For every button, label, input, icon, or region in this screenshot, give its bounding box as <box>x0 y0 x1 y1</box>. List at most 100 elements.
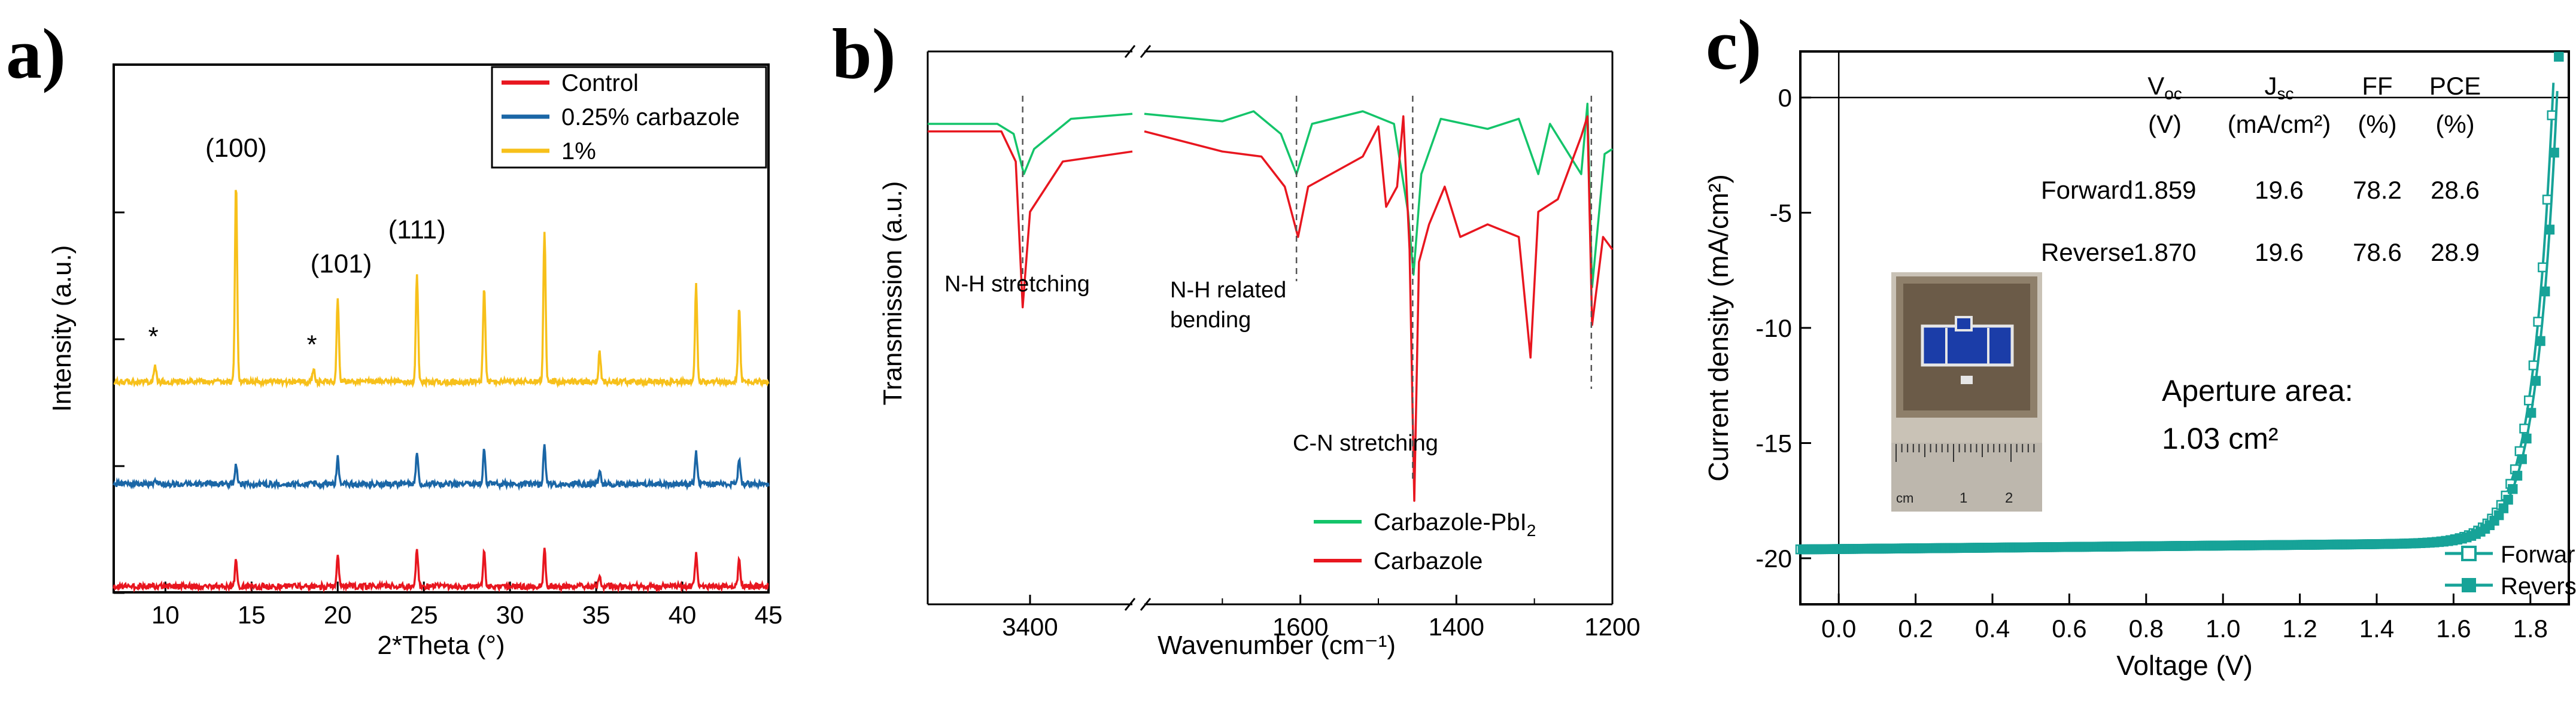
x-tick-label: 30 <box>496 601 524 629</box>
photo-ruler-1: 1 <box>1960 490 1967 506</box>
x-tick-label: 1.6 <box>2436 614 2471 643</box>
peak-index-label: (101) <box>311 250 372 279</box>
series-carbazole-025 <box>113 444 770 491</box>
x-tick-label: 1200 <box>1584 613 1640 641</box>
annotation-nh-stretching: N-H stretching <box>944 272 1090 297</box>
reverse-marker <box>2498 503 2509 513</box>
legend-swatch-forward-marker <box>2461 546 2477 561</box>
reverse-marker <box>2554 51 2564 62</box>
x-tick-label: 3400 <box>1002 613 1058 641</box>
series-carbazole-pbi2-left <box>928 112 1133 175</box>
table-reverse-ff: 78.6 <box>2353 238 2402 266</box>
table-forward-ff: 78.2 <box>2353 176 2402 204</box>
table-forward-jsc: 19.6 <box>2255 176 2304 204</box>
reverse-marker <box>2508 484 2518 494</box>
x-tick-label: 40 <box>669 601 697 629</box>
table-header-ff: FF <box>2362 72 2392 100</box>
reverse-marker <box>2544 224 2555 235</box>
photo-ruler <box>1891 443 2042 512</box>
photo-active-area <box>1921 324 2014 367</box>
y-tick-label: -20 <box>1755 544 1792 573</box>
legend-swatch-reverse-marker <box>2462 578 2476 592</box>
series-carbazole-left <box>928 130 1133 309</box>
table-header-voc: Voc <box>2147 72 2182 103</box>
series-control <box>113 547 769 594</box>
x-tick-label: 0.6 <box>2052 614 2086 643</box>
panel-b-series <box>928 102 1614 502</box>
table-row-label-forward: Forward <box>2041 176 2133 204</box>
series-one-percent <box>113 190 770 389</box>
device-photo-inset: cm 1 2 <box>1891 272 2042 512</box>
panel-a-frame <box>113 63 770 594</box>
table-unit-pce: (%) <box>2435 110 2474 138</box>
annotation-aperture-value: 1.03 cm² <box>2162 422 2279 455</box>
reverse-marker <box>2526 407 2536 418</box>
x-tick-label: 0.0 <box>1821 614 1856 643</box>
table-unit-voc: (V) <box>2148 110 2182 138</box>
x-tick-label: 10 <box>151 601 180 629</box>
reverse-marker <box>2503 494 2513 505</box>
x-tick-label: 1.4 <box>2359 614 2394 643</box>
x-tick-label: 0.2 <box>1898 614 1933 643</box>
annotation-nh-related: N-H related <box>1170 278 1286 303</box>
panel-b: b) 3400 1600 1400 1200 N-H stretching N-H r… <box>832 14 1641 660</box>
x-tick-label: 1.8 <box>2513 614 2548 643</box>
x-tick-label: 20 <box>324 601 352 629</box>
series-carbazole-pbi2-right <box>1144 102 1613 288</box>
y-tick-label: -10 <box>1755 314 1792 342</box>
panel-b-legend: Carbazole-PbI2 Carbazole <box>1314 509 1536 574</box>
table-forward-voc: 1.859 <box>2133 176 2196 204</box>
photo-label-sticker <box>1961 376 1973 384</box>
pv-parameter-table: Voc Jsc FF PCE (V) (mA/cm²) (%) (%) Forw… <box>2041 72 2481 266</box>
x-tick-label: 1.2 <box>2282 614 2317 643</box>
panel-c-label: c) <box>1706 5 1761 84</box>
table-unit-ff: (%) <box>2358 110 2396 138</box>
table-reverse-jsc: 19.6 <box>2255 238 2304 266</box>
annotation-cn-stretching: C-N stretching <box>1293 431 1438 456</box>
table-reverse-pce: 28.9 <box>2431 238 2480 266</box>
x-tick-label: 25 <box>410 601 438 629</box>
legend-label-carbazole-pbi2: Carbazole-PbI2 <box>1374 509 1536 540</box>
x-tick-label: 0.4 <box>1975 614 2010 643</box>
reverse-marker <box>2539 286 2550 297</box>
panel-b-x-axis-label: Wavenumber (cm⁻¹) <box>1158 631 1396 660</box>
reverse-marker <box>2517 454 2527 464</box>
annotation-bending: bending <box>1170 308 1251 333</box>
legend-label-reverse: Reverse <box>2501 573 2576 600</box>
panel-a-y-axis-label: Intensity (a.u.) <box>47 245 77 412</box>
photo-contact-tab <box>1955 316 1973 331</box>
panel-c: c) 0.0 0.2 0.4 0.6 0.8 1.0 1.2 1.4 1.6 1.8 0 -5 -10 -… <box>1703 5 2576 681</box>
table-header-jsc: Jsc <box>2265 72 2294 103</box>
photo-ruler-ticks <box>1895 444 2035 462</box>
x-tick-label: 1400 <box>1429 613 1484 641</box>
y-tick-label: 0 <box>1778 84 1792 112</box>
legend-label-one-percent: 1% <box>561 138 596 165</box>
impurity-marker: * <box>307 330 317 360</box>
y-tick-label: -5 <box>1770 199 1792 227</box>
panel-b-label: b) <box>832 14 896 93</box>
table-unit-jsc: (mA/cm²) <box>2228 110 2331 138</box>
reverse-marker <box>2535 336 2545 346</box>
reverse-marker <box>2522 433 2532 444</box>
table-row-label-reverse: Reverse <box>2041 238 2134 266</box>
panel-a: a) 10 15 20 25 30 35 40 45 (100) (101) (111) * * 2*… <box>6 14 782 660</box>
panel-a-series <box>113 190 770 594</box>
legend-label-control: Control <box>561 70 639 96</box>
reverse-marker <box>2531 376 2541 386</box>
panel-c-series <box>1795 51 2564 555</box>
panel-a-annotations: (100) (101) (111) * * <box>148 133 446 360</box>
y-tick-label: -15 <box>1755 430 1792 458</box>
panel-a-x-axis-label: 2*Theta (°) <box>377 631 505 660</box>
x-tick-label: 1.0 <box>2206 614 2240 643</box>
panel-c-x-axis-label: Voltage (V) <box>2116 650 2253 681</box>
panel-b-dashed-markers <box>1022 96 1593 479</box>
table-forward-pce: 28.6 <box>2431 176 2480 204</box>
panel-b-axis-break-bottom <box>1124 598 1152 611</box>
x-tick-label: 1600 <box>1272 613 1328 641</box>
x-tick-label: 35 <box>582 601 610 629</box>
panel-a-legend: Control 0.25% carbazole 1% <box>491 66 767 169</box>
panel-a-label: a) <box>6 14 66 93</box>
photo-ruler-cm: cm <box>1896 491 1913 506</box>
table-header-pce: PCE <box>2429 72 2481 100</box>
